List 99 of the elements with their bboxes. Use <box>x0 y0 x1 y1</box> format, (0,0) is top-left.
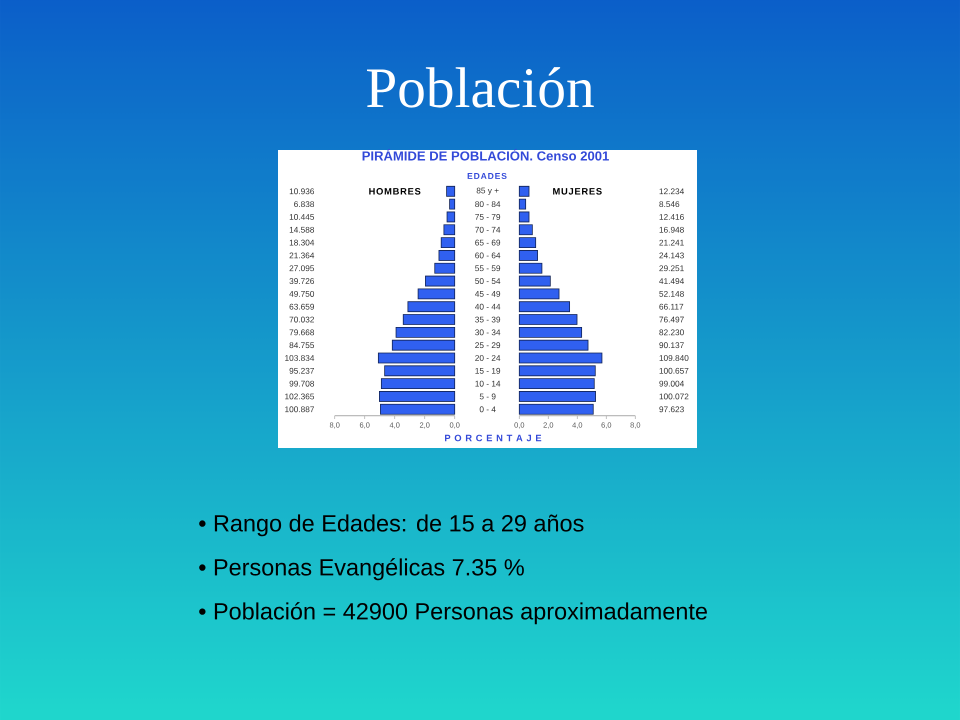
y-tick-label: 30 - 34 <box>475 329 500 336</box>
bar <box>446 212 456 222</box>
bar <box>518 276 551 286</box>
y2-tick-label: 100.657 <box>660 368 688 374</box>
bar <box>418 288 456 300</box>
y-tick-label: 60 - 64 <box>475 252 500 258</box>
y-tick-label: 40 - 44 <box>474 304 500 310</box>
y2-tick-label: 10.445 <box>290 214 314 220</box>
y2-tick-label: 12.234 <box>660 188 684 194</box>
bar <box>402 314 456 325</box>
text: • Personas Evangélicas 7.35 % <box>199 558 524 580</box>
y2-tick-label: 66.117 <box>659 304 684 310</box>
y2-tick-label: 99.708 <box>290 380 314 387</box>
y2-tick-label: 52.148 <box>659 290 684 297</box>
y2-tick-label: 95.237 <box>290 368 314 374</box>
bar <box>379 391 456 402</box>
bar <box>425 276 456 286</box>
y2-tick-label: 97.623 <box>659 406 684 412</box>
y2-tick-label: 24.143 <box>659 252 684 258</box>
y-tick-label: 10 - 14 <box>475 380 500 387</box>
y2-tick-label: 21.364 <box>290 252 314 258</box>
y2-tick-label: 99.004 <box>659 380 684 387</box>
y2-tick-label: 102.365 <box>285 394 314 400</box>
bar <box>396 326 456 338</box>
y-tick-label: 35 - 39 <box>475 316 500 322</box>
bar <box>449 198 456 210</box>
y-tick-label: 5 - 9 <box>480 394 496 400</box>
bar <box>518 340 588 351</box>
y-tick-label: 80 - 84 <box>475 201 500 208</box>
bar <box>518 391 596 402</box>
y2-tick-label: 8.546 <box>659 201 680 208</box>
y-tick-label: 85 y + <box>476 188 499 196</box>
y2-tick-label: 63.659 <box>290 304 314 310</box>
bar <box>518 212 530 222</box>
y-tick-label: 15 - 19 <box>475 368 500 374</box>
y2-tick-label: 6.838 <box>294 201 314 208</box>
bar <box>384 365 456 376</box>
bar <box>518 365 596 376</box>
y2-tick-label: 12.416 <box>660 214 684 220</box>
bar <box>518 301 570 312</box>
text: MUJERES <box>553 188 602 195</box>
bar <box>407 301 456 312</box>
bar <box>380 378 456 390</box>
y2-tick-label: 21.241 <box>659 240 684 246</box>
y2-tick-label: 29.251 <box>659 265 684 272</box>
bar <box>446 186 456 197</box>
y-tick-label: 70 - 74 <box>475 226 500 233</box>
y2-tick-label: 14.588 <box>290 226 314 233</box>
y2-tick-label: 41.494 <box>659 278 684 284</box>
bar <box>518 288 560 300</box>
y-tick-label: 20 - 24 <box>475 355 500 361</box>
y2-tick-label: 76.497 <box>659 316 684 322</box>
bar <box>378 352 456 364</box>
y2-tick-label: 27.095 <box>290 265 314 272</box>
bar <box>392 340 456 351</box>
bar <box>440 237 456 248</box>
y-tick-label: 65 - 69 <box>475 240 500 246</box>
bar <box>518 224 533 236</box>
bar <box>518 186 530 197</box>
y2-tick-label: 103.834 <box>285 355 314 361</box>
text: HOMBRES <box>369 188 420 195</box>
y2-tick-label: 49.750 <box>289 290 314 297</box>
y2-tick-label: 84.755 <box>289 342 314 348</box>
y2-tick-label: 18.304 <box>290 240 314 246</box>
bar <box>518 250 538 261</box>
y2-tick-label: 16.948 <box>660 226 684 233</box>
y2-tick-label: 10.936 <box>290 188 314 194</box>
bar <box>518 314 578 325</box>
bar <box>518 378 595 390</box>
y-axis-title: EDADES <box>468 172 507 180</box>
y-tick-label: 25 - 29 <box>475 342 500 348</box>
text: • Población = 42900 Personas aproximadamente <box>199 602 707 624</box>
chart-title: Población <box>366 67 594 108</box>
y-tick-label: 55 - 59 <box>475 265 500 272</box>
y2-tick-label: 109.840 <box>660 355 689 361</box>
bar <box>444 224 456 236</box>
bar <box>518 237 536 248</box>
y-tick-label: 50 - 54 <box>475 278 500 284</box>
y2-tick-label: 39.726 <box>289 278 314 284</box>
y2-tick-label: 70.032 <box>290 316 314 322</box>
y-tick-label: 75 - 79 <box>475 214 500 220</box>
bar <box>518 262 542 274</box>
y-tick-label: 45 - 49 <box>474 290 500 297</box>
y-tick-label: 0 - 4 <box>480 406 496 412</box>
y2-tick-label: 82.230 <box>659 329 684 336</box>
bar <box>380 404 456 415</box>
bar <box>518 198 526 210</box>
y2-tick-label: 100.887 <box>285 406 314 412</box>
text: PIRÁMIDE DE POBLACIÓN. Censo 2001 <box>362 148 609 161</box>
bar <box>434 262 456 274</box>
y2-tick-label: 79.668 <box>290 329 314 336</box>
y2-tick-label: 90.137 <box>659 342 684 348</box>
bar <box>518 404 594 415</box>
bar <box>518 352 602 364</box>
bar <box>438 250 456 261</box>
y2-tick-label: 100.072 <box>660 394 688 400</box>
text: • Rango de Edades: de 15 a 29 años <box>199 514 584 536</box>
bar <box>518 326 582 338</box>
x-axis-title: P O R C E N T A J E <box>445 434 542 442</box>
